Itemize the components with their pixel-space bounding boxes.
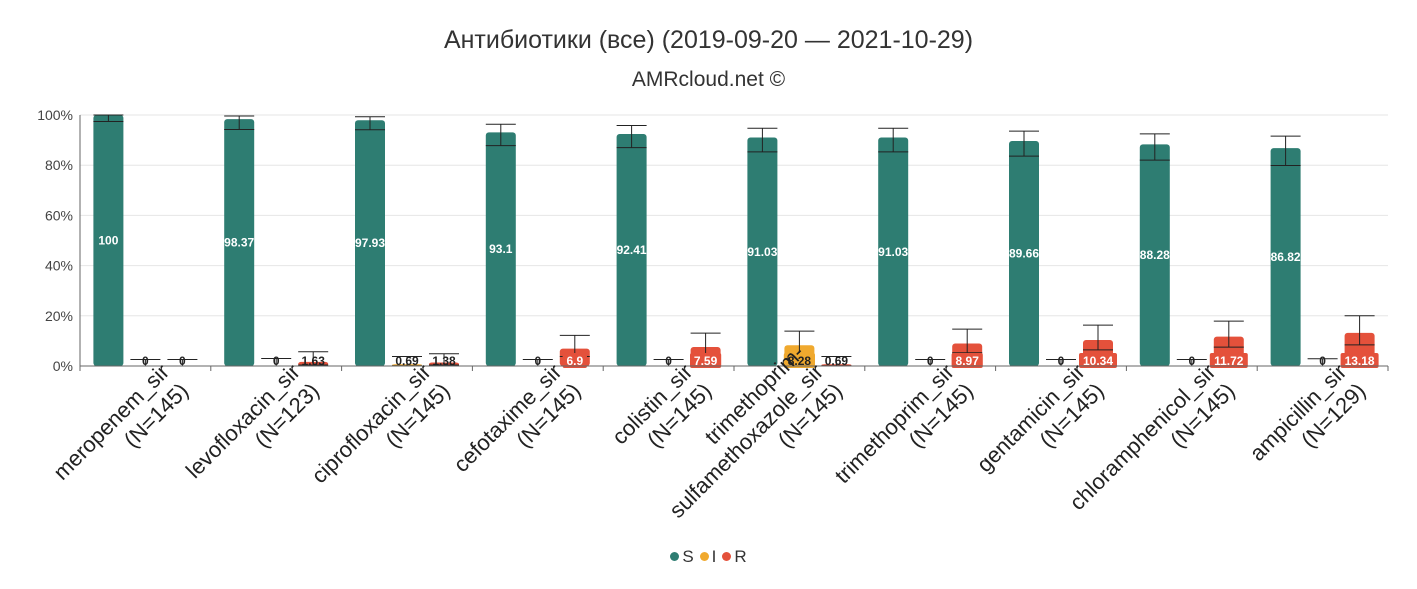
data-label: 0 [1058, 354, 1065, 368]
x-tick-label: meropenem_sir(N=145) [48, 359, 193, 485]
data-label-bg [562, 353, 587, 368]
data-label-bg [951, 353, 983, 368]
data-label: 0 [927, 354, 934, 368]
legend-item-R[interactable]: R [722, 547, 747, 567]
x-tick-label: trimethoprim_sir(N=145) [830, 359, 978, 488]
legend-label: R [734, 547, 747, 566]
data-label: 100 [98, 234, 118, 248]
data-label: 8.97 [956, 354, 980, 368]
data-label: 91.03 [747, 245, 777, 259]
bar-S [1009, 140, 1039, 366]
x-tick-label: levofloxacin_sir(N=123) [181, 359, 324, 483]
legend-label: S [682, 547, 694, 566]
y-tick-label: 60% [45, 207, 73, 223]
data-label: 0 [273, 354, 280, 368]
data-label: 97.93 [355, 236, 385, 250]
legend-item-I[interactable]: I [699, 547, 717, 567]
data-label: 0.69 [825, 354, 849, 368]
data-label: 89.66 [1009, 246, 1039, 260]
data-label: 10.34 [1083, 354, 1113, 368]
data-label: 0 [665, 354, 672, 368]
data-label: 0 [142, 354, 149, 368]
chart-bars: 100 0 0 98.37 0 1.63 97.93 0.69 1.38 93.1 0 6.9 92.4… [93, 114, 1379, 368]
data-label: 0 [1188, 354, 1195, 368]
data-label: 88.28 [1140, 248, 1170, 262]
x-axis: meropenem_sir(N=145)levofloxacin_sir(N=1… [48, 340, 1389, 523]
legend-marker-icon [699, 552, 709, 562]
bar-S [93, 115, 124, 366]
data-label: 7.59 [694, 354, 718, 368]
data-label: 0 [1319, 354, 1326, 368]
bar-S [1270, 148, 1301, 366]
data-label: 92.41 [617, 243, 647, 257]
data-label: 91.03 [878, 245, 908, 259]
data-label-bg [1209, 353, 1248, 368]
data-label: 86.82 [1271, 250, 1301, 264]
y-axis: 0% 20% 40% 60% 80% 100% [37, 107, 81, 374]
legend-item-S[interactable]: S [670, 547, 694, 567]
x-tick-label: ampicillin_sir(N=129) [1245, 359, 1371, 466]
data-label-bg [1340, 353, 1379, 368]
chart-grid [80, 114, 1388, 367]
chart-title: Антибиотики (все) (2019-09-20 — 2021-10-… [443, 26, 974, 54]
legend-marker-icon [670, 552, 680, 562]
data-label: 1.63 [302, 354, 326, 368]
bar-S [485, 132, 516, 366]
data-label: 0.69 [395, 354, 419, 368]
data-label: 6.9 [566, 354, 583, 368]
data-label: 1.38 [432, 354, 456, 368]
y-tick-label: 80% [45, 157, 73, 173]
data-label: 11.72 [1214, 354, 1244, 368]
bar-S [1139, 144, 1170, 366]
data-label: 0 [179, 354, 186, 368]
x-tick-label: cefotaxime_sir(N=145) [449, 359, 586, 477]
x-tick-label: colistin_sir(N=145) [607, 359, 716, 452]
data-label: 98.37 [224, 236, 254, 250]
y-tick-label: 40% [45, 258, 73, 274]
bar-S [616, 134, 647, 366]
bar-S [224, 119, 255, 366]
legend-marker-icon [722, 552, 732, 562]
x-tick-label: ciprofloxacin_sir(N=145) [306, 359, 454, 488]
chart-subtitle: AMRcloud.net © [631, 68, 786, 91]
y-tick-label: 100% [37, 107, 73, 123]
data-label-bg [1079, 353, 1117, 368]
data-label: 93.1 [489, 242, 513, 256]
data-label-bg [690, 353, 722, 368]
data-label: 13.18 [1345, 354, 1375, 368]
bar-S [747, 137, 778, 366]
legend-label: I [711, 547, 717, 566]
data-label-bg [783, 353, 815, 368]
data-label: 8.28 [788, 354, 812, 368]
bar-S [355, 120, 385, 366]
y-tick-label: 20% [45, 308, 73, 324]
data-label: 0 [534, 354, 541, 368]
bar-S [878, 137, 909, 366]
bar-chart: 0% 20% 40% 60% 80% 100% 100 0 0 98.37 0 1.63 97.93 0… [37, 107, 1389, 523]
y-tick-label: 0% [53, 358, 73, 374]
